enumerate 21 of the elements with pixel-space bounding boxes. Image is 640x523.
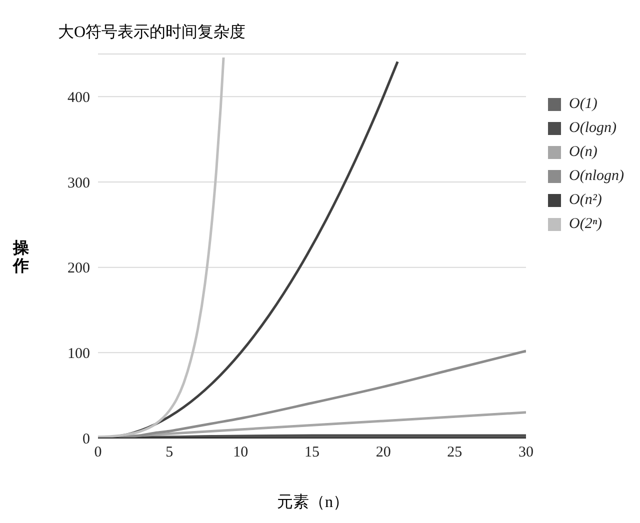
x-tick-label: 25 <box>447 444 462 461</box>
x-tick-label: 0 <box>94 444 102 461</box>
x-tick-label: 10 <box>233 444 248 461</box>
y-tick-label: 300 <box>68 175 90 192</box>
y-tick-label: 100 <box>68 346 90 362</box>
legend-label: O(logn) <box>569 120 616 136</box>
x-tick-label: 5 <box>166 444 174 461</box>
x-axis-title: 元素（n） <box>276 492 350 513</box>
legend-label: O(2ⁿ) <box>569 216 602 232</box>
y-tick-label: 0 <box>82 431 90 448</box>
legend-label: O(n) <box>569 144 598 160</box>
x-tick-label: 15 <box>304 444 320 461</box>
y-tick-label: 200 <box>68 260 90 277</box>
legend-label: O(nlogn) <box>569 168 624 184</box>
legend-label: O(1) <box>569 96 598 112</box>
y-tick-label: 400 <box>68 90 90 106</box>
x-tick-label: 30 <box>518 444 534 461</box>
x-tick-label: 20 <box>376 444 391 461</box>
chart-title: 大O符号表示的时间复杂度 <box>58 22 246 43</box>
legend-label: O(n²) <box>569 192 602 208</box>
y-axis-title: 操作 <box>12 240 30 276</box>
